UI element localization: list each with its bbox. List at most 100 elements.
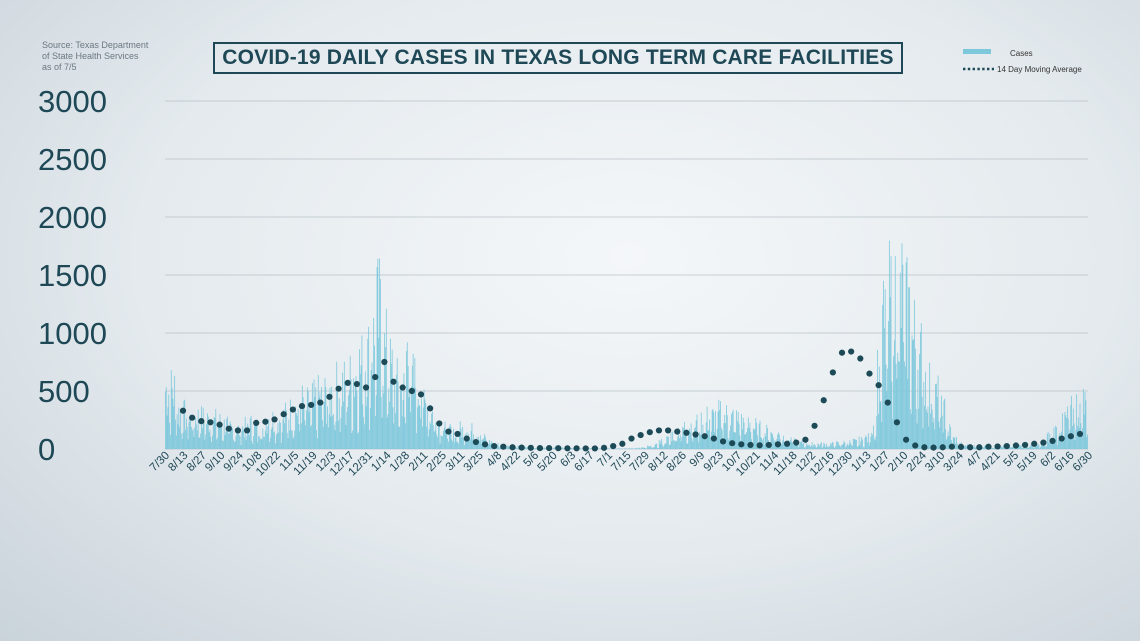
legend-label-average: 14 Day Moving Average xyxy=(997,65,1082,74)
cases-bar xyxy=(904,361,905,449)
cases-bar xyxy=(322,420,323,449)
cases-bar xyxy=(773,437,774,449)
cases-bar xyxy=(956,443,958,449)
cases-bar xyxy=(231,426,233,449)
cases-bar xyxy=(470,431,472,449)
cases-bar xyxy=(832,442,834,449)
cases-bar xyxy=(416,433,417,449)
cases-bar xyxy=(442,430,444,449)
cases-bar xyxy=(333,424,335,449)
cases-bar xyxy=(1075,429,1077,449)
cases-bar xyxy=(692,441,694,449)
cases-bar xyxy=(169,422,170,449)
cases-bar xyxy=(291,430,293,449)
cases-bar xyxy=(414,358,416,449)
x-tick-label: 8/12 xyxy=(646,450,670,474)
cases-bar xyxy=(936,397,938,449)
cases-bar xyxy=(799,444,800,449)
moving-average-point xyxy=(719,438,727,445)
cases-bar xyxy=(229,421,231,449)
cases-bar xyxy=(388,388,390,449)
cases-bar xyxy=(463,438,464,449)
cases-bar xyxy=(1021,448,1023,449)
moving-average-point xyxy=(189,414,196,421)
cases-bar xyxy=(271,427,273,449)
cases-bar xyxy=(301,385,303,449)
cases-bar xyxy=(417,399,419,449)
cases-bar xyxy=(876,416,878,449)
cases-bar xyxy=(765,436,767,449)
cases-bar xyxy=(867,442,868,449)
cases-bar xyxy=(1020,445,1022,449)
cases-bar xyxy=(855,439,857,449)
cases-bar xyxy=(652,447,654,449)
moving-average-point xyxy=(427,405,434,412)
cases-bar xyxy=(254,423,256,449)
cases-bar xyxy=(817,443,819,449)
cases-bar xyxy=(990,448,992,449)
moving-average-point xyxy=(774,441,782,448)
cases-bar xyxy=(178,407,180,449)
cases-bar xyxy=(302,397,304,449)
cases-bar xyxy=(292,438,294,449)
cases-bar xyxy=(427,406,428,449)
cases-bar xyxy=(296,415,298,449)
cases-bar xyxy=(664,443,666,449)
cases-bar xyxy=(305,425,307,449)
cases-bar xyxy=(793,444,795,449)
cases-bar xyxy=(438,423,440,449)
cases-bar xyxy=(369,407,371,449)
moving-average-point xyxy=(198,418,205,425)
cases-bar xyxy=(379,258,380,449)
cases-bar xyxy=(196,430,198,449)
cases-bar xyxy=(1025,447,1027,449)
cases-bar xyxy=(533,448,535,449)
cases-bar xyxy=(395,374,397,449)
cases-bar xyxy=(1083,414,1085,449)
cases-bar xyxy=(267,426,269,449)
cases-bar xyxy=(535,448,537,449)
cases-bar xyxy=(697,432,699,449)
cases-bar xyxy=(543,447,545,449)
x-tick-label: 9/10 xyxy=(203,450,227,474)
cases-bar xyxy=(1022,447,1024,449)
cases-bar xyxy=(413,387,415,449)
cases-bar xyxy=(1054,440,1056,449)
moving-average-point xyxy=(912,442,919,449)
cases-bar xyxy=(563,448,565,449)
cases-bar xyxy=(870,436,872,449)
x-tick-label: 6/30 xyxy=(1071,450,1095,474)
cases-bar xyxy=(384,333,385,449)
cases-bar xyxy=(1076,394,1078,449)
cases-bar xyxy=(453,442,455,449)
cases-bar xyxy=(717,411,719,449)
cases-bar xyxy=(1072,408,1074,449)
cases-bar xyxy=(536,447,538,449)
cases-bar xyxy=(244,416,246,449)
cases-bar xyxy=(728,440,730,449)
cases-bar xyxy=(813,444,815,449)
cases-bar xyxy=(806,445,808,449)
cases-bar xyxy=(731,411,733,449)
moving-average-point xyxy=(280,411,287,418)
cases-bar xyxy=(289,430,291,449)
cases-bar xyxy=(902,264,904,449)
cases-bar xyxy=(175,419,176,449)
moving-average-point xyxy=(436,420,443,427)
cases-bar xyxy=(946,436,948,449)
moving-average-point xyxy=(948,443,955,450)
cases-bar xyxy=(460,428,462,449)
cases-bar xyxy=(889,297,891,449)
cases-bar xyxy=(756,422,758,449)
cases-bar xyxy=(745,433,747,449)
cases-bar xyxy=(253,436,254,449)
cases-bar xyxy=(218,425,220,449)
moving-average-point xyxy=(298,402,306,410)
cases-bar xyxy=(516,448,518,449)
moving-average-point xyxy=(518,444,525,451)
cases-bar xyxy=(804,447,805,449)
cases-bar xyxy=(280,422,281,449)
cases-bar xyxy=(234,441,236,449)
cases-bar xyxy=(344,382,346,449)
cases-bar xyxy=(672,431,674,449)
